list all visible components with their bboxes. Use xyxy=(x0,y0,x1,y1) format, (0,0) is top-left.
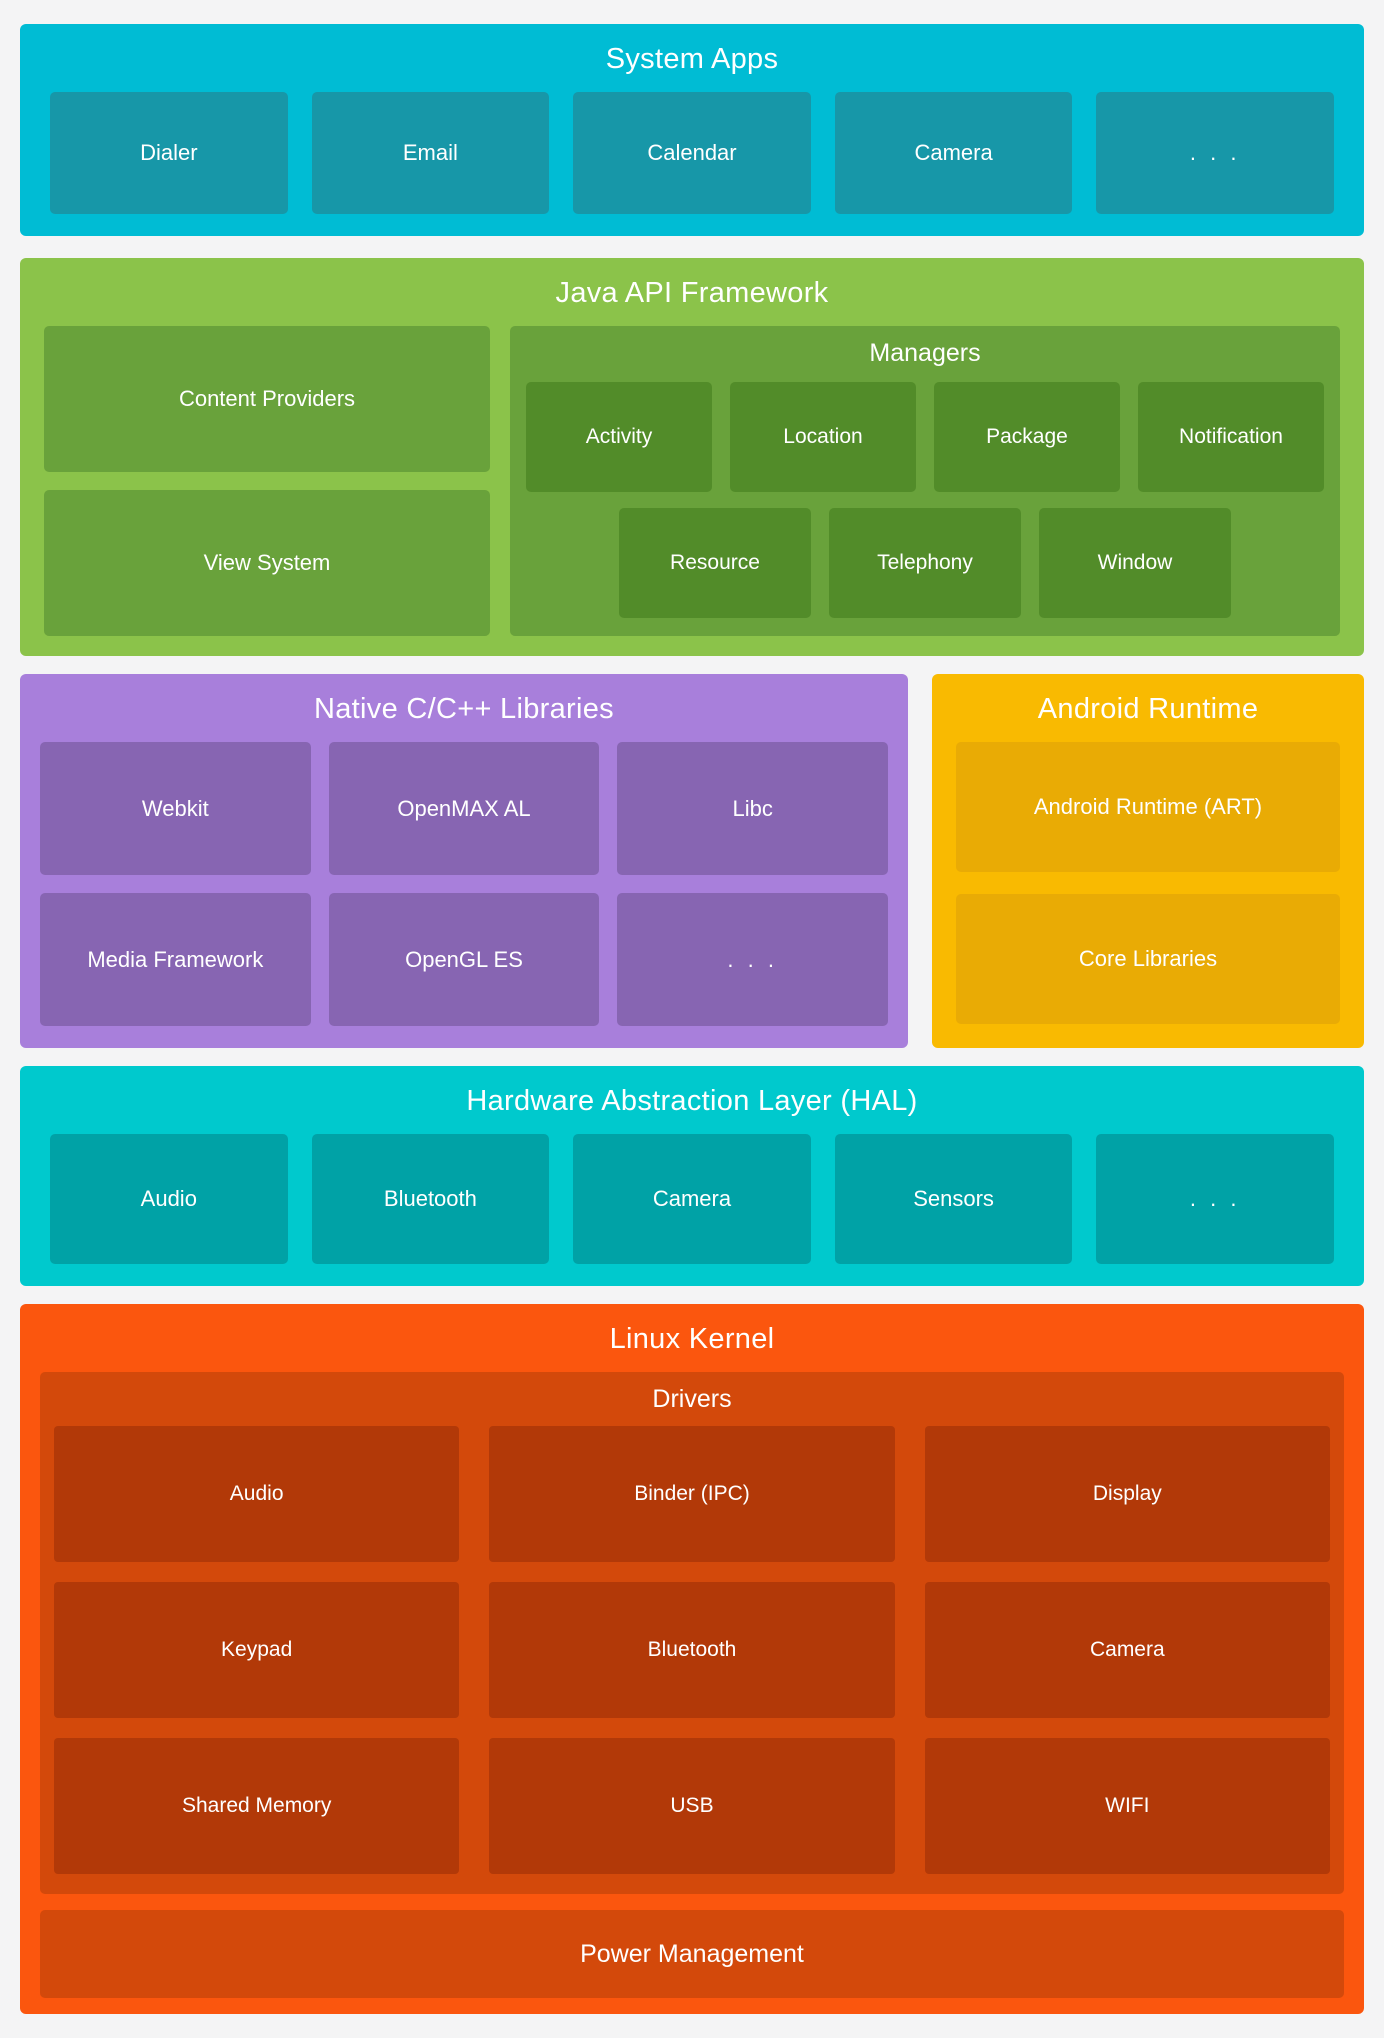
native-libraries-row-1: Webkit OpenMAX AL Libc xyxy=(40,742,889,875)
drivers-panel: Drivers Audio Binder (IPC) Display Keypa… xyxy=(40,1372,1344,1894)
box-opengl-es: OpenGL ES xyxy=(328,893,600,1026)
box-core-libraries: Core Libraries xyxy=(956,894,1340,1024)
hal-box-row: Audio Bluetooth Camera Sensors . . . xyxy=(50,1134,1334,1264)
section-java-api-framework: Java API Framework Content Providers Vie… xyxy=(20,258,1364,656)
box-manager-package: Package xyxy=(934,382,1120,492)
box-hal-bluetooth: Bluetooth xyxy=(311,1134,550,1264)
section-linux-kernel: Linux Kernel Drivers Audio Binder (IPC) … xyxy=(20,1304,1364,2014)
managers-title: Managers xyxy=(869,339,981,367)
drivers-row-2: Keypad Bluetooth Camera xyxy=(54,1582,1330,1718)
box-libc: Libc xyxy=(617,742,889,875)
box-hal-camera: Camera xyxy=(573,1134,811,1264)
box-more-hal: . . . xyxy=(1096,1134,1334,1264)
box-driver-keypad: Keypad xyxy=(54,1582,460,1718)
box-driver-shared-memory: Shared Memory xyxy=(54,1738,460,1874)
drivers-grid: Audio Binder (IPC) Display Keypad Blueto… xyxy=(54,1426,1330,1874)
box-manager-notification: Notification xyxy=(1138,382,1324,492)
hal-title: Hardware Abstraction Layer (HAL) xyxy=(466,1085,918,1117)
box-manager-telephony: Telephony xyxy=(829,508,1021,618)
android-runtime-column: Android Runtime (ART) Core Libraries xyxy=(956,742,1340,1024)
java-api-left-column: Content Providers View System xyxy=(44,326,490,636)
box-camera-app: Camera xyxy=(834,92,1073,214)
box-driver-binder-ipc: Binder (IPC) xyxy=(489,1426,895,1562)
box-power-management: Power Management xyxy=(40,1910,1344,1998)
box-email: Email xyxy=(311,92,550,214)
box-driver-wifi: WIFI xyxy=(924,1738,1330,1874)
managers-panel: Managers Activity Location Package Notif… xyxy=(510,326,1340,636)
box-driver-display: Display xyxy=(924,1426,1330,1562)
libraries-runtime-row: Native C/C++ Libraries Webkit OpenMAX AL… xyxy=(20,674,1364,1048)
box-manager-resource: Resource xyxy=(619,508,811,618)
drivers-title: Drivers xyxy=(652,1385,732,1413)
box-manager-location: Location xyxy=(730,382,916,492)
box-dialer: Dialer xyxy=(50,92,288,214)
box-content-providers: Content Providers xyxy=(44,326,490,472)
box-more-libs: . . . xyxy=(617,893,889,1026)
box-driver-camera: Camera xyxy=(924,1582,1330,1718)
android-runtime-title: Android Runtime xyxy=(1037,693,1259,725)
box-driver-bluetooth: Bluetooth xyxy=(489,1582,895,1718)
box-calendar: Calendar xyxy=(573,92,811,214)
box-driver-audio: Audio xyxy=(54,1426,460,1562)
box-more-apps: . . . xyxy=(1096,92,1334,214)
system-apps-box-row: Dialer Email Calendar Camera . . . xyxy=(50,92,1334,214)
box-openmax-al: OpenMAX AL xyxy=(328,742,600,875)
box-hal-audio: Audio xyxy=(50,1134,288,1264)
native-libraries-grid: Webkit OpenMAX AL Libc Media Framework O… xyxy=(40,742,889,1026)
box-view-system: View System xyxy=(44,490,490,636)
box-webkit: Webkit xyxy=(40,742,311,875)
linux-kernel-title: Linux Kernel xyxy=(609,1323,775,1355)
java-api-content: Content Providers View System Managers A… xyxy=(44,326,1340,636)
box-manager-activity: Activity xyxy=(526,382,712,492)
section-hal: Hardware Abstraction Layer (HAL) Audio B… xyxy=(20,1066,1364,1286)
box-driver-usb: USB xyxy=(489,1738,895,1874)
java-api-title: Java API Framework xyxy=(555,277,829,309)
managers-row-2: Resource Telephony Window xyxy=(526,508,1324,618)
system-apps-title: System Apps xyxy=(605,43,779,75)
box-hal-sensors: Sensors xyxy=(834,1134,1073,1264)
native-libraries-title: Native C/C++ Libraries xyxy=(314,693,614,725)
drivers-row-1: Audio Binder (IPC) Display xyxy=(54,1426,1330,1562)
box-media-framework: Media Framework xyxy=(40,893,311,1026)
box-manager-window: Window xyxy=(1039,508,1231,618)
section-native-libraries: Native C/C++ Libraries Webkit OpenMAX AL… xyxy=(20,674,908,1048)
section-android-runtime: Android Runtime Android Runtime (ART) Co… xyxy=(932,674,1364,1048)
drivers-row-3: Shared Memory USB WIFI xyxy=(54,1738,1330,1874)
section-system-apps: System Apps Dialer Email Calendar Camera… xyxy=(20,24,1364,236)
box-android-runtime-art: Android Runtime (ART) xyxy=(956,742,1340,872)
managers-row-1: Activity Location Package Notification xyxy=(526,382,1324,492)
native-libraries-row-2: Media Framework OpenGL ES . . . xyxy=(40,893,889,1026)
